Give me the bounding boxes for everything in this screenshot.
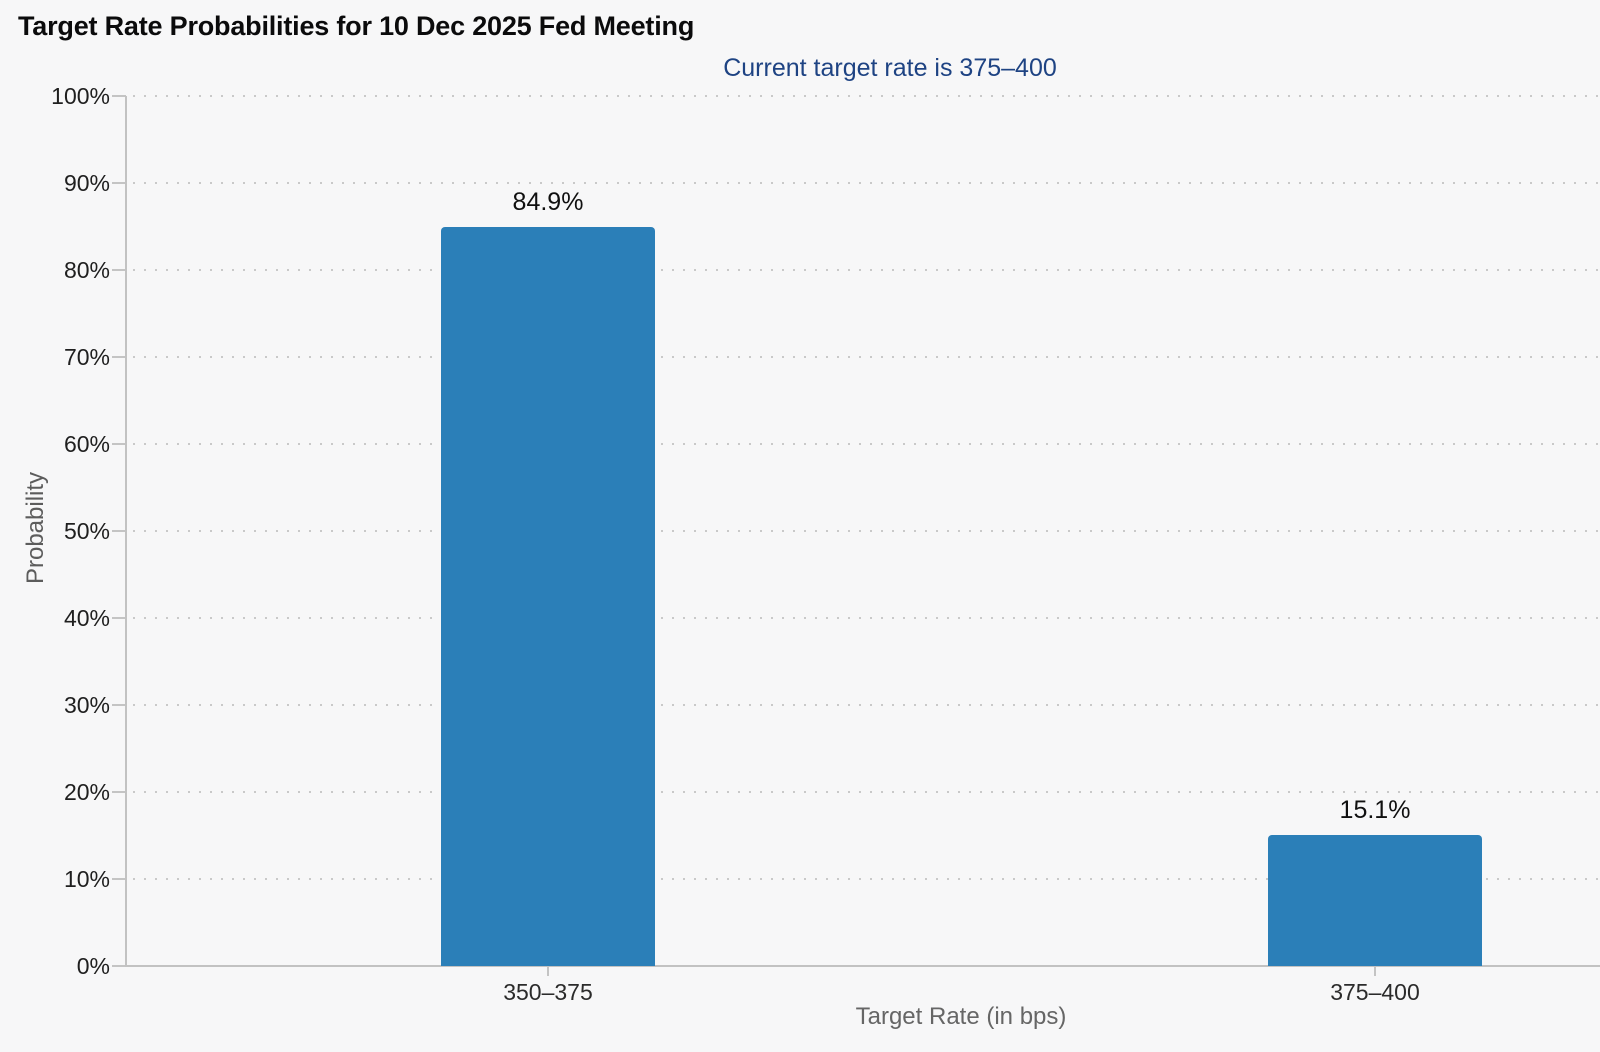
y-gridline-70 [133, 356, 1600, 358]
bar-350-375[interactable] [441, 227, 655, 966]
y-gridline-40 [133, 617, 1600, 619]
x-category-label-1: 350–375 [503, 979, 593, 1005]
y-gridline-30 [133, 704, 1600, 706]
y-axis-tick-80 [112, 269, 126, 271]
y-tick-label-100: 100% [51, 83, 110, 109]
y-gridline-10 [133, 878, 1600, 880]
x-axis-tick-2 [1374, 967, 1376, 976]
y-tick-label-20: 20% [63, 779, 110, 805]
y-axis-line [125, 96, 127, 967]
bar-375-400[interactable] [1268, 835, 1482, 966]
y-gridline-80 [133, 269, 1600, 271]
y-axis-tick-70 [112, 356, 126, 358]
y-tick-label-0: 0% [76, 953, 110, 979]
y-axis-tick-30 [112, 704, 126, 706]
y-axis-tick-60 [112, 443, 126, 445]
y-tick-label-90: 90% [63, 170, 110, 196]
y-axis-tick-20 [112, 791, 126, 793]
x-axis-title: Target Rate (in bps) [855, 1003, 1067, 1030]
y-tick-label-70: 70% [63, 344, 110, 370]
y-gridline-50 [133, 530, 1600, 532]
y-axis-tick-50 [112, 530, 126, 532]
y-tick-label-80: 80% [63, 257, 110, 283]
y-gridline-100 [133, 95, 1600, 97]
y-gridline-90 [133, 182, 1600, 184]
y-axis-tick-100 [112, 95, 126, 97]
y-tick-label-40: 40% [63, 605, 110, 631]
y-gridline-20 [133, 791, 1600, 793]
x-category-label-2: 375–400 [1330, 979, 1420, 1005]
x-axis-tick-1 [547, 967, 549, 976]
y-axis-tick-40 [112, 617, 126, 619]
y-tick-label-50: 50% [63, 518, 110, 544]
y-axis-tick-10 [112, 878, 126, 880]
y-axis-tick-0 [112, 965, 126, 967]
y-tick-label-60: 60% [63, 431, 110, 457]
bar-value-label-1: 84.9% [512, 188, 584, 216]
bar-value-label-2: 15.1% [1339, 796, 1411, 824]
chart-title: Target Rate Probabilities for 10 Dec 202… [18, 11, 695, 41]
y-tick-label-10: 10% [63, 866, 110, 892]
chart-subtitle: Current target rate is 375–400 [723, 54, 1057, 82]
y-tick-label-30: 30% [63, 692, 110, 718]
y-axis-tick-90 [112, 182, 126, 184]
x-axis-line [125, 965, 1600, 967]
y-gridline-60 [133, 443, 1600, 445]
